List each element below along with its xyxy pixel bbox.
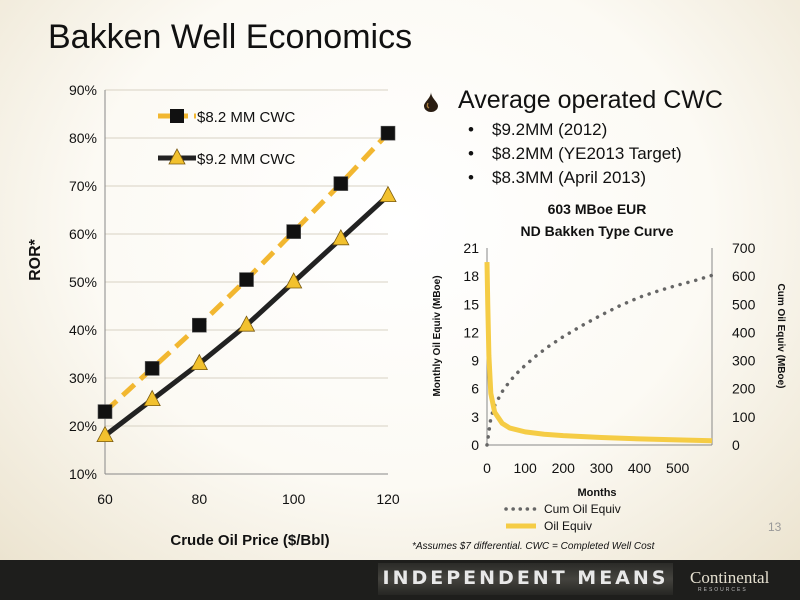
chart1-data-point — [192, 317, 207, 333]
chart1-data-point — [333, 176, 349, 191]
bullet-dot-icon: • — [468, 120, 474, 139]
chart2-left-tick-label: 15 — [463, 296, 479, 312]
chart2-left-ticks: 0 3 6 9 12 15 18 21 — [463, 240, 479, 453]
chart2-left-tick-label: 12 — [463, 324, 479, 340]
chart1-x-tick-label: 80 — [192, 491, 208, 507]
chart1-y-axis-label: ROR* — [27, 238, 44, 281]
chart2-left-tick-label: 21 — [463, 240, 479, 256]
chart1-series — [96, 125, 397, 443]
chart2-right-tick-label: 600 — [732, 268, 756, 284]
chart1-legend-label: $8.2 MM CWC — [197, 109, 296, 126]
chart1-x-tick-label: 100 — [282, 491, 306, 507]
chart2-right-tick-label: 400 — [732, 324, 756, 340]
chart2-cum-series-line — [485, 273, 714, 447]
chart2-legend-label: Cum Oil Equiv — [544, 502, 621, 516]
chart1-data-point — [97, 404, 113, 419]
chart1-data-point — [144, 361, 160, 376]
chart1-data-point — [332, 228, 350, 246]
slide-title: Bakken Well Economics — [48, 18, 413, 56]
chart2-right-axis-label: Cum Oil Equiv (MBoe) — [775, 284, 786, 389]
chart2-left-tick-label: 0 — [471, 437, 479, 453]
chart2-left-tick-label: 9 — [471, 353, 479, 369]
chart1-data-point — [143, 389, 161, 407]
chart1-y-tick-label: 50% — [69, 274, 97, 290]
chart1-y-tick-label: 70% — [69, 178, 97, 194]
sub-bullet: • $8.2MM (YE2013 Target) — [468, 144, 682, 164]
company-logo: Continental RESOURCES — [690, 566, 790, 596]
chart1-legend-marker — [168, 148, 186, 165]
slide-background — [0, 0, 800, 560]
logo-subtext: RESOURCES — [698, 587, 748, 593]
chart1-y-tick-label: 20% — [69, 418, 97, 434]
chart2-x-tick-label: 100 — [513, 460, 537, 476]
chart2-right-tick-label: 300 — [732, 353, 756, 369]
banner-text: INDEPENDENT MEANS — [382, 567, 669, 589]
chart1-y-tick-label: 90% — [69, 82, 97, 98]
chart2-x-axis-label: Months — [577, 487, 616, 499]
chart1-data-point — [190, 353, 208, 371]
chart1-y-ticks: 10% 20% 30% 40% 50% 60% 70% 80% 90% — [69, 82, 97, 482]
footnote: *Assumes $7 differential. CWC = Complete… — [412, 541, 655, 552]
chart2-x-tick-label: 0 — [483, 460, 491, 476]
chart1-legend: $8.2 MM CWC $9.2 MM CWC — [158, 109, 296, 168]
chart2-subtitle: ND Bakken Type Curve — [520, 223, 673, 239]
chart1-data-point — [379, 185, 397, 202]
chart1-y-tick-label: 30% — [69, 370, 97, 386]
bullet-dot-icon: • — [468, 168, 474, 187]
chart1-data-point — [380, 125, 396, 141]
chart2-left-tick-label: 3 — [471, 409, 479, 425]
chart2-left-tick-label: 6 — [471, 381, 479, 397]
chart1-data-point — [286, 224, 301, 239]
page-number: 13 — [768, 520, 782, 534]
chart1-x-axis-label: Crude Oil Price ($/Bbl) — [170, 532, 329, 549]
chart1-legend-marker — [170, 109, 184, 123]
chart2-series — [484, 262, 714, 447]
ror-line-chart: 10% 20% 30% 40% 50% 60% 70% 80% 90% 60 80 100 120 $… — [27, 82, 400, 549]
chart2-monthly-series-line — [484, 262, 713, 444]
chart2-x-tick-label: 300 — [590, 460, 614, 476]
chart2-x-tick-label: 500 — [666, 460, 690, 476]
sub-bullet-text: $8.2MM (YE2013 Target) — [492, 144, 682, 163]
chart1-x-tick-label: 120 — [376, 491, 400, 507]
sub-bullet: • $8.3MM (April 2013) — [468, 168, 646, 188]
chart1-x-ticks: 60 80 100 120 — [97, 491, 400, 507]
chart1-data-point — [237, 315, 256, 332]
chart2-left-axis-label: Monthly Oil Equiv (MBoe) — [432, 275, 443, 396]
chart1-x-tick-label: 60 — [97, 491, 113, 507]
sub-bullet-text: $9.2MM (2012) — [492, 120, 608, 139]
chart1-data-point — [96, 425, 114, 443]
chart2-legend-label: Oil Equiv — [544, 519, 592, 533]
oil-drop-icon — [424, 92, 438, 112]
main-bullet-text: Average operated CWC — [458, 86, 723, 114]
chart1-data-point — [239, 272, 254, 287]
chart2-right-tick-label: 100 — [732, 409, 756, 425]
chart2-right-tick-label: 700 — [732, 240, 756, 256]
chart1-y-tick-label: 40% — [69, 322, 97, 338]
logo-text: Continental — [690, 568, 770, 587]
chart2-title: 603 MBoe EUR — [548, 201, 647, 217]
chart1-y-tick-label: 80% — [69, 130, 97, 146]
chart2-right-tick-label: 200 — [732, 381, 756, 397]
bullet-dot-icon: • — [468, 144, 474, 163]
chart2-x-tick-label: 400 — [628, 460, 652, 476]
sub-bullet: • $9.2MM (2012) — [468, 120, 607, 140]
chart2-right-ticks: 0 100 200 300 400 500 600 700 — [732, 240, 756, 453]
chart2-left-tick-label: 18 — [463, 268, 479, 284]
chart1-y-tick-label: 60% — [69, 226, 97, 242]
chart2-legend: Cum Oil Equiv Oil Equiv — [504, 502, 621, 533]
chart2-x-ticks: 0 100 200 300 400 500 — [483, 460, 689, 476]
chart1-y-tick-label: 10% — [69, 466, 97, 482]
banner: INDEPENDENT MEANS — [378, 563, 673, 595]
chart2-x-tick-label: 200 — [552, 460, 576, 476]
chart2-right-tick-label: 500 — [732, 296, 756, 312]
chart1-data-point — [284, 272, 303, 289]
chart2-axes — [486, 248, 713, 446]
chart2-right-tick-label: 0 — [732, 437, 740, 453]
sub-bullet-text: $8.3MM (April 2013) — [492, 168, 647, 187]
type-curve-chart: 603 MBoe EUR ND Bakken Type Curve 0 3 6 9 12… — [432, 201, 786, 533]
chart1-legend-label: $9.2 MM CWC — [197, 151, 296, 168]
